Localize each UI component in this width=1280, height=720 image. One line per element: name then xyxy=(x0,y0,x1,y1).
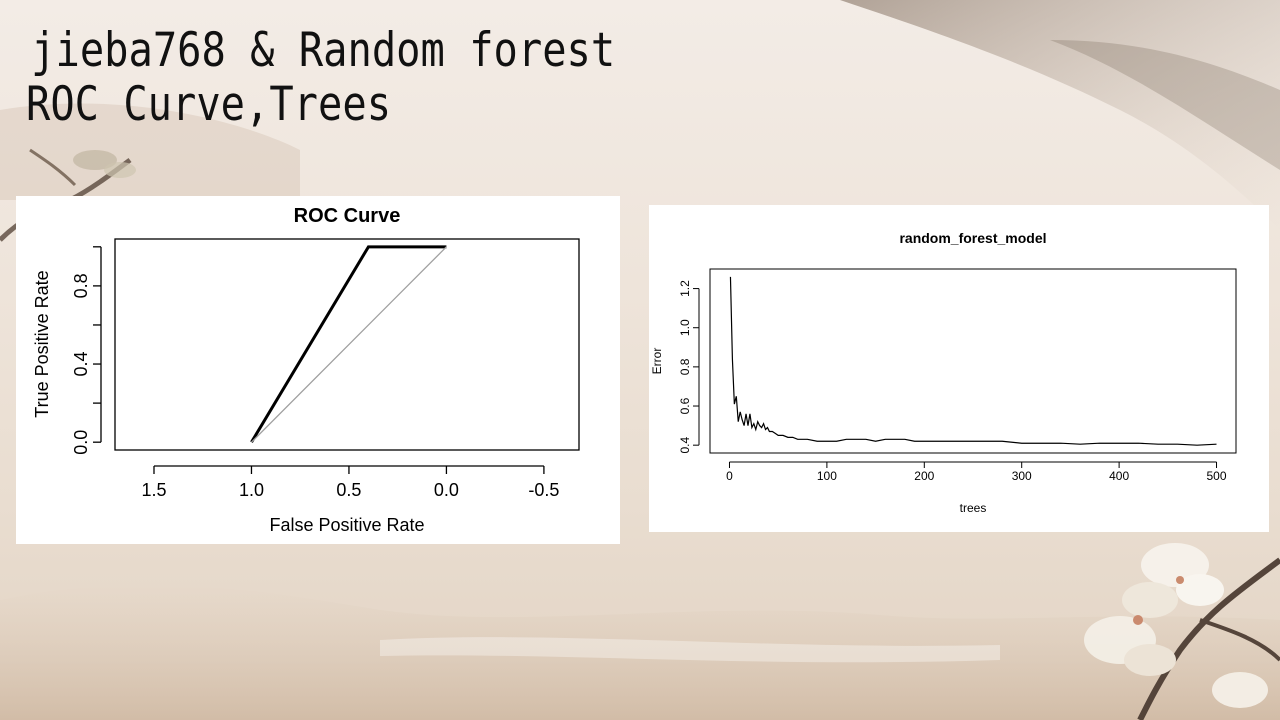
roc-x-tick-label: 1.5 xyxy=(141,480,166,500)
rf-y-tick-label: 0.8 xyxy=(678,358,692,375)
mountain-ridge-bottom xyxy=(0,584,1280,720)
rf-error-line xyxy=(729,276,1217,446)
rf-y-axis-label: Error xyxy=(650,348,664,375)
random-forest-chart: random_forest_model 0 100 200 300 400 500 0.4… xyxy=(650,230,1237,515)
roc-plot-frame xyxy=(114,238,580,451)
rf-x-tick-label: 400 xyxy=(1109,469,1129,483)
slide-title: jieba768 & Random forest ROC Curve,Trees xyxy=(26,24,615,132)
rf-x-tick-label: 200 xyxy=(914,469,934,483)
roc-y-axis-label: True Positive Rate xyxy=(32,270,52,417)
rf-chart-title: random_forest_model xyxy=(899,230,1046,246)
slide-title-line2: ROC Curve,Trees xyxy=(26,77,392,132)
rf-y-tick-label: 1.0 xyxy=(678,319,692,336)
roc-y-tick-label: 0.4 xyxy=(71,352,91,377)
roc-x-tick-label: 1.0 xyxy=(239,480,264,500)
rf-x-tick-label: 100 xyxy=(817,469,837,483)
slide-title-line1: jieba768 & Random forest xyxy=(31,23,616,78)
roc-x-tick-label: 0.5 xyxy=(336,480,361,500)
roc-y-tick-label: 0.8 xyxy=(71,273,91,298)
random-forest-chart-panel: random_forest_model 0 100 200 300 400 500 0.4… xyxy=(649,205,1269,532)
rf-y-tick-label: 0.6 xyxy=(678,397,692,414)
ink-wash-top-right xyxy=(840,0,1280,230)
roc-chart-title: ROC Curve xyxy=(294,205,401,227)
mountain-mist-left xyxy=(0,103,300,200)
ink-wash-mid-right xyxy=(1050,40,1280,170)
roc-y-tick-label: 0.0 xyxy=(71,430,91,455)
roc-x-tick-label: -0.5 xyxy=(528,480,559,500)
rf-x-tick-label: 500 xyxy=(1207,469,1227,483)
rf-x-axis-label: trees xyxy=(960,501,987,515)
roc-x-tick-label: 0.0 xyxy=(434,480,459,500)
rf-x-tick-label: 0 xyxy=(726,469,733,483)
roc-chart-panel: ROC Curve 1.5 1.0 0.5 0.0 -0.5 0.0 0.4 0.8 Fal… xyxy=(16,196,620,544)
rf-y-tick-label: 0.4 xyxy=(678,437,692,454)
roc-diagonal-reference-line xyxy=(251,246,447,443)
roc-x-axis-label: False Positive Rate xyxy=(269,515,424,535)
river-band xyxy=(380,637,1000,663)
magnolia-flowers xyxy=(1084,543,1280,720)
roc-curve-line xyxy=(250,245,447,443)
rf-plot-frame xyxy=(709,268,1237,454)
roc-chart: ROC Curve 1.5 1.0 0.5 0.0 -0.5 0.0 0.4 0.8 Fal… xyxy=(32,205,580,535)
rf-x-tick-label: 300 xyxy=(1012,469,1032,483)
rf-y-tick-label: 1.2 xyxy=(678,280,692,297)
